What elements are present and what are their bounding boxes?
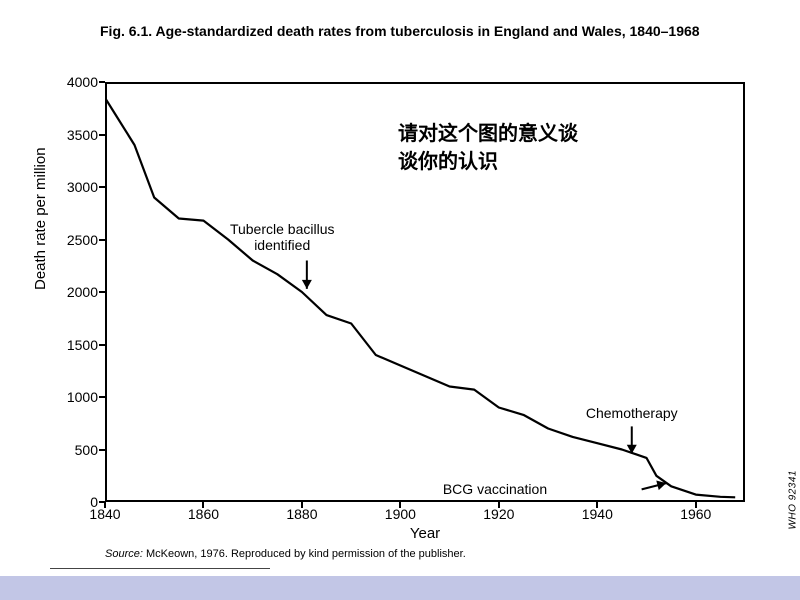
y-axis-label: Death rate per million: [32, 147, 49, 290]
source-text: McKeown, 1976. Reproduced by kind permis…: [143, 548, 466, 560]
y-tick: [99, 396, 105, 398]
y-tick-label: 2000: [67, 284, 98, 300]
x-tick: [104, 502, 106, 508]
divider: [50, 568, 270, 569]
who-code: WHO 92341: [788, 470, 799, 530]
x-tick: [695, 502, 697, 508]
source-citation: Source: McKeown, 1976. Reproduced by kin…: [105, 548, 466, 560]
x-tick: [596, 502, 598, 508]
y-tick-label: 4000: [67, 74, 98, 90]
x-tick-label: 1840: [89, 506, 120, 522]
x-tick-label: 1940: [582, 506, 613, 522]
x-tick: [301, 502, 303, 508]
x-tick: [202, 502, 204, 508]
y-tick-label: 500: [75, 442, 98, 458]
footer-band: [0, 576, 800, 600]
annotation-tubercle: Tubercle bacillusidentified: [222, 221, 342, 253]
source-label: Source:: [105, 548, 143, 560]
y-tick: [99, 239, 105, 241]
y-tick: [99, 81, 105, 83]
y-tick-label: 2500: [67, 232, 98, 248]
x-tick-label: 1860: [188, 506, 219, 522]
x-tick-label: 1900: [385, 506, 416, 522]
x-tick: [498, 502, 500, 508]
x-tick-label: 1880: [286, 506, 317, 522]
y-tick-label: 3000: [67, 179, 98, 195]
x-tick-label: 1920: [483, 506, 514, 522]
y-tick: [99, 449, 105, 451]
annotation-bcg: BCG vaccination: [443, 481, 547, 497]
figure-title: Fig. 6.1. Age-standardized death rates f…: [100, 22, 740, 41]
y-tick-label: 1500: [67, 337, 98, 353]
annotation-chemotherapy: Chemotherapy: [572, 405, 692, 421]
x-axis-label: Year: [105, 525, 745, 542]
y-tick: [99, 134, 105, 136]
y-tick: [99, 344, 105, 346]
chinese-annotation: 请对这个图的意义谈谈你的认识: [398, 120, 578, 176]
y-tick-label: 1000: [67, 389, 98, 405]
x-tick-label: 1960: [680, 506, 711, 522]
x-tick: [399, 502, 401, 508]
y-tick: [99, 291, 105, 293]
y-tick-label: 3500: [67, 127, 98, 143]
y-tick: [99, 186, 105, 188]
